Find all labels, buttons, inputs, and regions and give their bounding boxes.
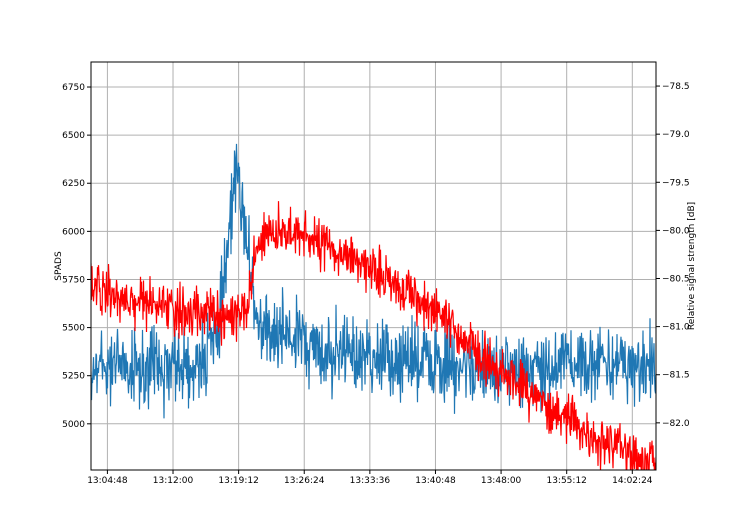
x-tick-label: 14:02:24 xyxy=(612,476,653,486)
y-axis-right: −82.0 −81.5 −81.0 −80.5 −80.0 −79.5 −79.0 −78.5 xyxy=(656,82,690,429)
y-right-tick-label: −81.0 xyxy=(662,323,690,333)
y-right-tick-label: −80.0 xyxy=(662,226,690,236)
y-left-tick-label: 6250 xyxy=(62,179,85,189)
x-tick-label: 13:04:48 xyxy=(87,476,128,486)
series-line-2 xyxy=(91,201,656,470)
x-tick-label: 13:33:36 xyxy=(350,476,391,486)
y-left-tick-label: 5750 xyxy=(62,275,85,285)
y-right-tick-label: −79.0 xyxy=(662,130,690,140)
y-right-tick-label: −80.5 xyxy=(662,275,690,285)
y-right-tick-label: −82.0 xyxy=(662,419,690,429)
x-tick-label: 13:26:24 xyxy=(284,476,325,486)
y-axis-left-title: SPADS xyxy=(54,251,64,281)
series-layer xyxy=(91,143,656,470)
y-left-tick-label: 6000 xyxy=(62,227,85,237)
x-axis: 13:04:48 13:12:00 13:19:12 13:26:24 13:33:36… xyxy=(87,470,653,486)
y-left-tick-label: 6500 xyxy=(62,131,85,141)
y-axis-right-title: Relative signal strength [dB] xyxy=(687,202,697,330)
y-left-tick-label: 5000 xyxy=(62,420,85,430)
x-tick-label: 13:19:12 xyxy=(218,476,258,486)
x-tick-label: 13:48:00 xyxy=(481,476,522,486)
y-right-tick-label: −78.5 xyxy=(662,82,690,92)
y-left-tick-label: 5250 xyxy=(62,372,85,382)
x-tick-label: 13:55:12 xyxy=(546,476,586,486)
y-right-tick-label: −81.5 xyxy=(662,371,690,381)
y-left-tick-label: 5500 xyxy=(62,324,85,334)
x-tick-label: 13:40:48 xyxy=(415,476,456,486)
plot-frame xyxy=(90,61,657,471)
x-tick-label: 13:12:00 xyxy=(153,476,194,486)
y-axis-left: 5000 5250 5500 5750 6000 6250 6500 6750 xyxy=(62,83,91,430)
series-line-1 xyxy=(91,143,656,419)
y-left-tick-label: 6750 xyxy=(62,83,85,93)
y-right-tick-label: −79.5 xyxy=(662,178,690,188)
